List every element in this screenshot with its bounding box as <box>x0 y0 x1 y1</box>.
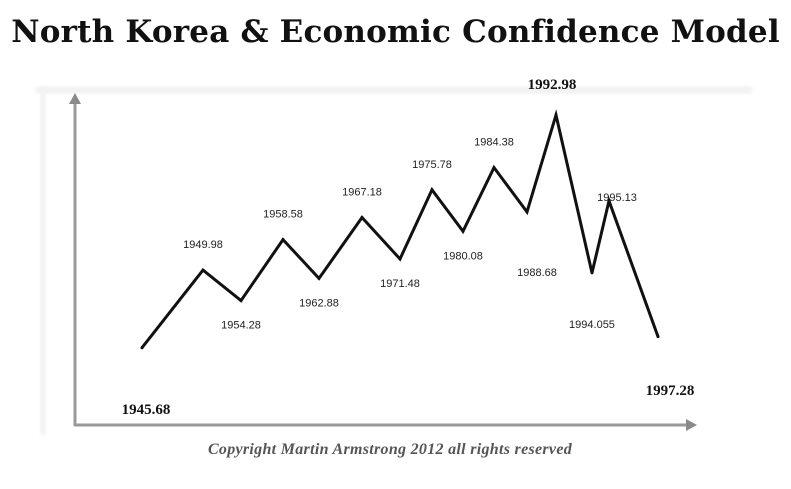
turning-point-trough <box>525 210 529 214</box>
axes <box>69 93 697 431</box>
confidence-wave-line <box>140 109 660 350</box>
y-axis-arrow <box>69 93 81 104</box>
panel-shadow <box>36 86 752 435</box>
turning-point-trough <box>590 271 594 275</box>
y-axis <box>73 102 688 427</box>
x-axis-arrow <box>686 419 697 431</box>
plot-group: 1945.68 1949.98 1954.28 1958.58 1962.88 1967.… <box>122 77 695 418</box>
turning-point-peak <box>554 113 558 117</box>
turning-point-trough <box>140 346 144 350</box>
turning-point-trough <box>398 257 402 261</box>
turning-point-label: 1958.58 <box>263 209 303 221</box>
turning-point-label: 1992.98 <box>528 77 577 93</box>
turning-point-peak <box>360 216 364 219</box>
turning-point-peak <box>201 268 205 272</box>
turning-point-trough <box>461 229 465 233</box>
turning-point-label: 1967.18 <box>342 187 382 199</box>
turning-point-label: 1949.98 <box>183 239 223 251</box>
turning-point-peak <box>430 188 434 192</box>
turning-point-label: 1945.68 <box>122 402 171 418</box>
turning-point-label: 1980.08 <box>443 250 483 262</box>
turning-point-label: 1988.68 <box>517 267 557 279</box>
turning-point-label: 1975.78 <box>412 159 452 171</box>
turning-point-label: 1995.13 <box>597 192 637 204</box>
turning-point-label: 1971.48 <box>380 278 420 290</box>
turning-point-peak <box>607 199 611 203</box>
chart-title: North Korea & Economic Confidence Model <box>11 14 780 50</box>
turning-point-label: 1962.88 <box>299 297 339 309</box>
turning-point-label: 1954.28 <box>221 320 261 332</box>
copyright-text: Copyright Martin Armstrong 2012 all righ… <box>208 441 573 458</box>
turning-point-label: 1997.28 <box>646 383 695 399</box>
turning-point-peak <box>492 166 496 170</box>
turning-point-trough <box>239 299 243 303</box>
turning-point-label: 1984.38 <box>474 137 514 149</box>
turning-point-peak <box>281 238 285 242</box>
turning-point-trough <box>317 276 321 280</box>
turning-point-label: 1994.055 <box>569 319 615 331</box>
turning-point-trough <box>656 335 660 339</box>
